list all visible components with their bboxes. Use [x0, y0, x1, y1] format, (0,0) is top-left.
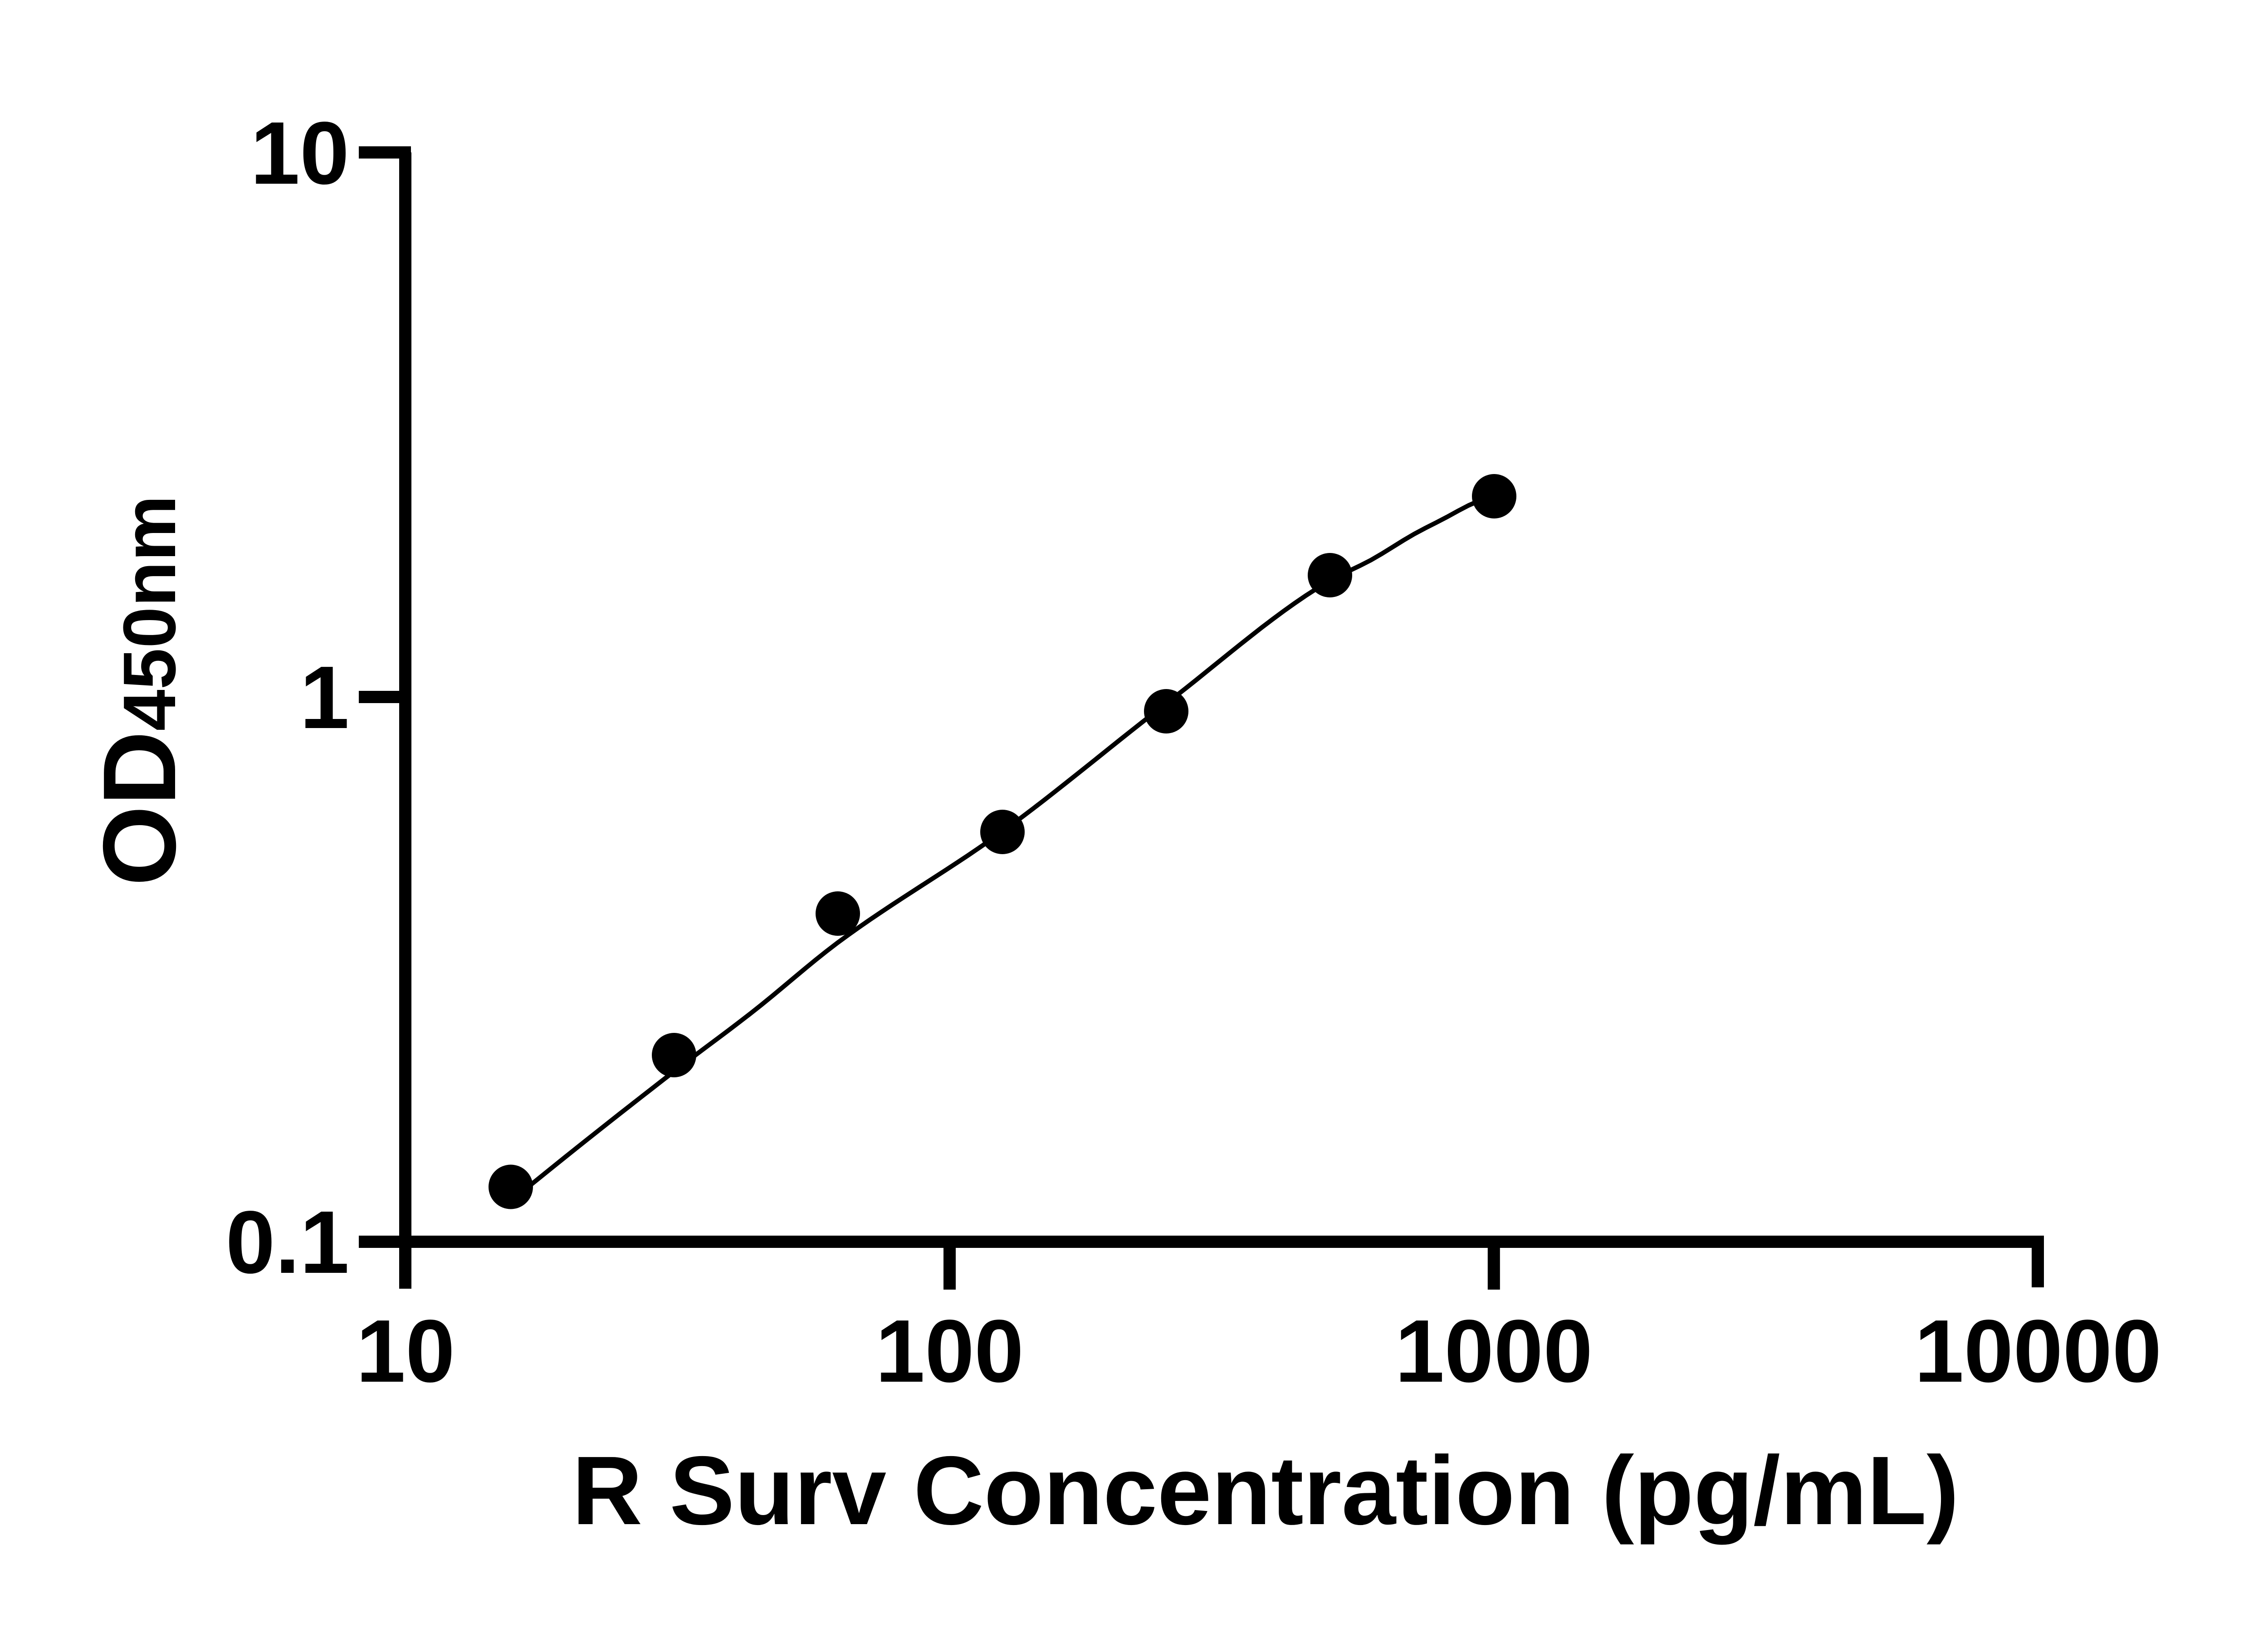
svg-text:OD450nm: OD450nm: [82, 495, 197, 886]
svg-text:10: 10: [250, 103, 349, 203]
svg-text:R Surv Concentration (pg/mL): R Surv Concentration (pg/mL): [572, 1436, 1959, 1545]
svg-text:0.1: 0.1: [226, 1193, 349, 1292]
svg-text:1000: 1000: [1395, 1301, 1593, 1401]
svg-text:1: 1: [300, 648, 349, 747]
svg-text:100: 100: [875, 1301, 1024, 1401]
svg-text:10000: 10000: [1914, 1301, 2161, 1401]
svg-text:10: 10: [356, 1301, 455, 1401]
